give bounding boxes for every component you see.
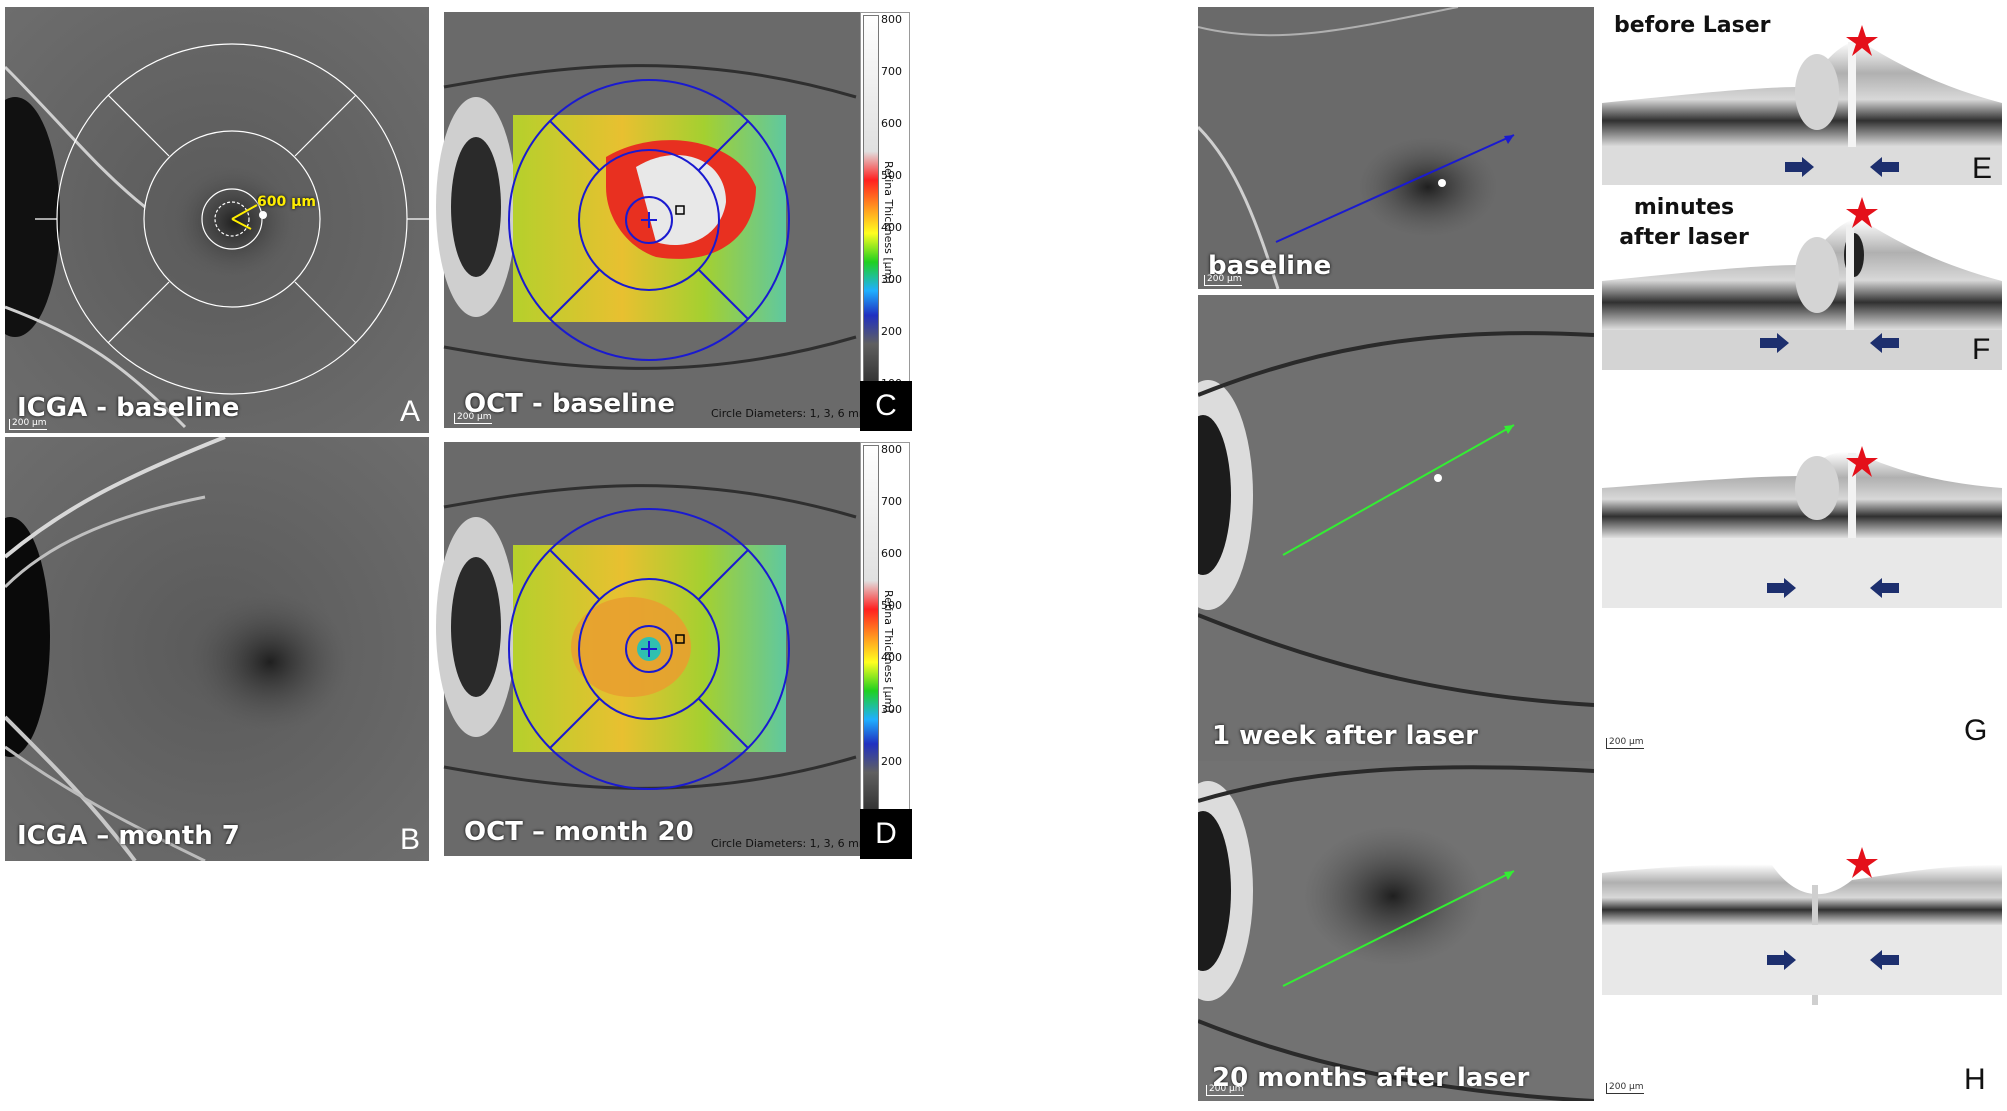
- tick-800: 800: [881, 13, 902, 26]
- icga-month7-image: [5, 437, 429, 861]
- month20-slo-caption: 20 months after laser: [1212, 1063, 1530, 1093]
- panel-f-oct-minutes-after: minutes after laser F: [1602, 185, 2002, 370]
- panel-e-letter: E: [1972, 152, 1993, 185]
- panel-f-caption: minutes after laser: [1619, 195, 1749, 250]
- tick-300: 300: [881, 273, 902, 286]
- panel-a-letter: A: [400, 395, 421, 428]
- panel-c-oct-baseline: 800 700 600 500 400 300 200 100 Retina T…: [436, 7, 916, 433]
- tick-600: 600: [881, 117, 902, 130]
- oct-bscan-g: [1602, 378, 2002, 761]
- panel-d-caption: OCT – month 20: [464, 817, 694, 847]
- panel-b-letter: B: [400, 823, 421, 856]
- colorbar-gradient: [863, 445, 879, 855]
- panel-d-oct-month20: 800 700 600 500 400 300 200 100 Retina T…: [436, 437, 916, 861]
- panel-f-letter: F: [1972, 333, 1991, 366]
- baseline-slo-caption: baseline: [1208, 251, 1332, 281]
- tick-300: 300: [881, 703, 902, 716]
- tick-200: 200: [881, 755, 902, 768]
- oct-bscan-e: [1602, 7, 2002, 185]
- tick-500: 500: [881, 169, 902, 182]
- measure-label: 600 µm: [257, 194, 316, 210]
- colorbar-gradient: [863, 15, 879, 427]
- panel-a-scalebar: 200 µm: [9, 419, 47, 430]
- oct-baseline-map: [436, 12, 860, 428]
- icga-baseline-image: [5, 7, 429, 433]
- oct-bscan-f: [1602, 185, 2002, 370]
- panel-h-scalebar: 200 µm: [1606, 1083, 1644, 1094]
- panel-e-oct-before-laser: before Laser E: [1602, 7, 2002, 185]
- baseline-slo-image: [1198, 7, 1594, 289]
- panel-a-caption: ICGA - baseline: [17, 393, 240, 423]
- colorbar-title: Retina Thickness [µm]: [882, 161, 895, 284]
- panel-h-oct-20months: H 200 µm: [1602, 765, 2002, 1105]
- arrow-right-e: [1785, 157, 1814, 177]
- panel-1week-slo: 1 week after laser: [1198, 295, 1594, 761]
- tick-800: 800: [881, 443, 902, 456]
- panel-c-caption: OCT - baseline: [464, 389, 676, 419]
- tick-600: 600: [881, 547, 902, 560]
- panel-g-letter: G: [1964, 714, 1988, 747]
- panel-baseline-slo: baseline 200 µm: [1198, 7, 1594, 289]
- tick-700: 700: [881, 495, 902, 508]
- panel-g-oct-1week: G 200 µm: [1602, 378, 2002, 761]
- panel-a-icga-baseline: 600 µm ICGA - baseline A 200 µm: [5, 7, 429, 433]
- oct-bscan-h: [1602, 765, 2002, 1105]
- panel-e-caption: before Laser: [1614, 13, 1771, 38]
- month20-slo-image: [1198, 761, 1594, 1101]
- arrow-left-e: [1870, 157, 1899, 177]
- baseline-slo-scalebar: 200 µm: [1204, 275, 1242, 286]
- colorbar-title: Retina Thickness [µm]: [882, 590, 895, 713]
- panel-d-letter: D: [860, 809, 912, 859]
- tick-200: 200: [881, 325, 902, 338]
- thickness-colorbar-d: 800 700 600 500 400 300 200 100 Retina T…: [860, 442, 910, 858]
- tick-400: 400: [881, 221, 902, 234]
- panel-b-caption: ICGA – month 7: [17, 821, 240, 851]
- panel-g-scalebar: 200 µm: [1606, 738, 1644, 749]
- tick-500: 500: [881, 599, 902, 612]
- tick-400: 400: [881, 651, 902, 664]
- panel-c-letter: C: [860, 381, 912, 431]
- week1-slo-image: [1198, 295, 1594, 761]
- panel-c-scalebar: 200 µm: [454, 413, 492, 424]
- tick-700: 700: [881, 65, 902, 78]
- month20-slo-scalebar: 200 µm: [1206, 1085, 1244, 1096]
- thickness-colorbar-c: 800 700 600 500 400 300 200 100 Retina T…: [860, 12, 910, 430]
- oct-month20-map: [436, 442, 860, 856]
- panel-b-icga-month7: ICGA – month 7 B: [5, 437, 429, 861]
- panel-h-letter: H: [1964, 1063, 1986, 1096]
- week1-slo-caption: 1 week after laser: [1212, 721, 1478, 751]
- panel-20month-slo: 20 months after laser 200 µm: [1198, 761, 1594, 1101]
